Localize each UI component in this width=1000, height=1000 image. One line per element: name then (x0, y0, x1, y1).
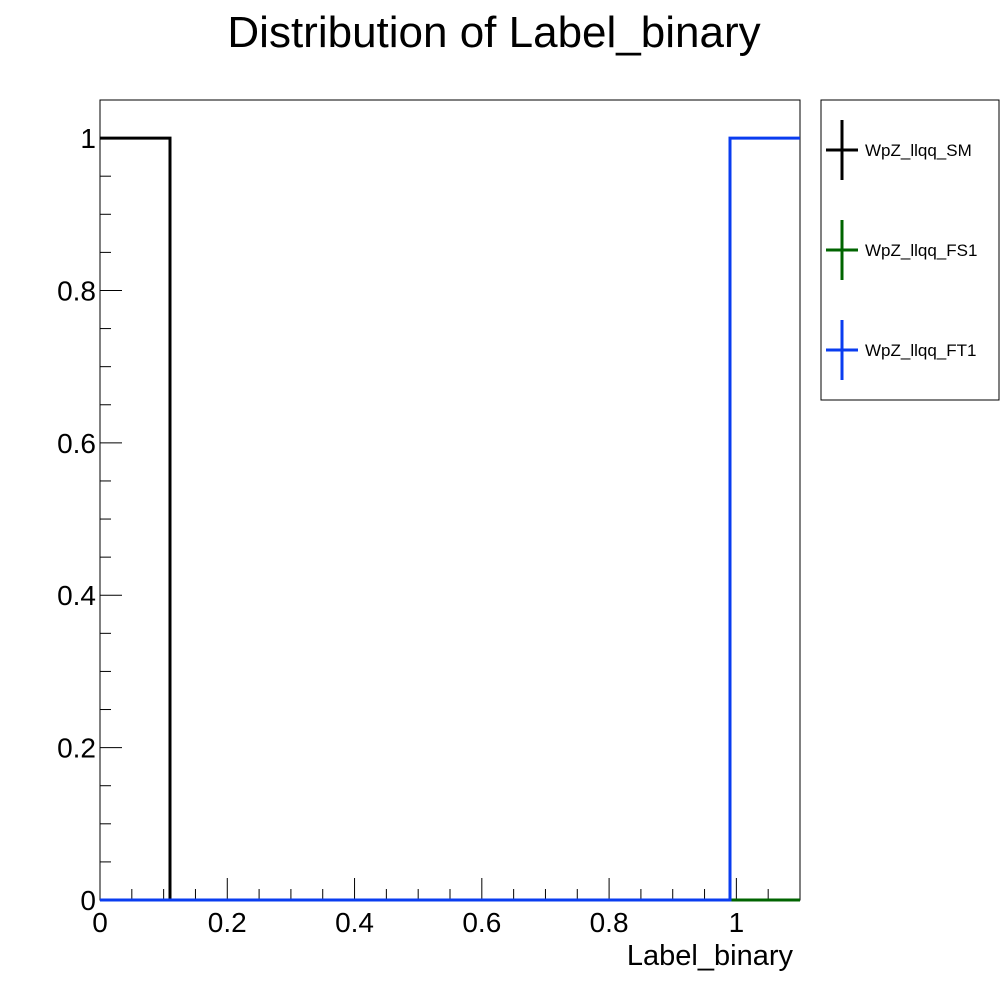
y-tick-label: 0.2 (57, 733, 96, 764)
y-tick-label: 1 (80, 123, 96, 154)
y-tick-label: 0.8 (57, 275, 96, 306)
x-tick-label: 0.4 (335, 907, 374, 938)
x-axis-label: Label_binary (627, 940, 794, 972)
y-tick-label: 0.4 (57, 580, 96, 611)
x-tick-label: 0.8 (590, 907, 629, 938)
y-tick-label: 0 (80, 885, 96, 916)
legend-label: WpZ_llqq_SM (865, 141, 972, 160)
legend-label: WpZ_llqq_FT1 (865, 341, 976, 360)
plot-area: 0 0.2 0.4 0.6 0.8 1 0 0.2 0.4 0.6 0.8 1 (57, 99, 801, 938)
plot-frame (99, 99, 801, 901)
x-tick-label: 0 (92, 907, 108, 938)
legend-label: WpZ_llqq_FS1 (865, 241, 977, 260)
series-line-WpZ_llqq_SM (100, 136, 800, 902)
series-line-WpZ_llqq_FT1 (100, 136, 800, 902)
legend: WpZ_llqq_SM WpZ_llqq_FS1 WpZ_llqq_FT1 (820, 99, 1000, 401)
chart-title: Distribution of Label_binary (227, 8, 760, 57)
x-tick-label: 0.6 (462, 907, 501, 938)
x-tick-label: 1 (729, 907, 745, 938)
y-tick-label: 0.6 (57, 428, 96, 459)
x-tick-label: 0.2 (208, 907, 247, 938)
